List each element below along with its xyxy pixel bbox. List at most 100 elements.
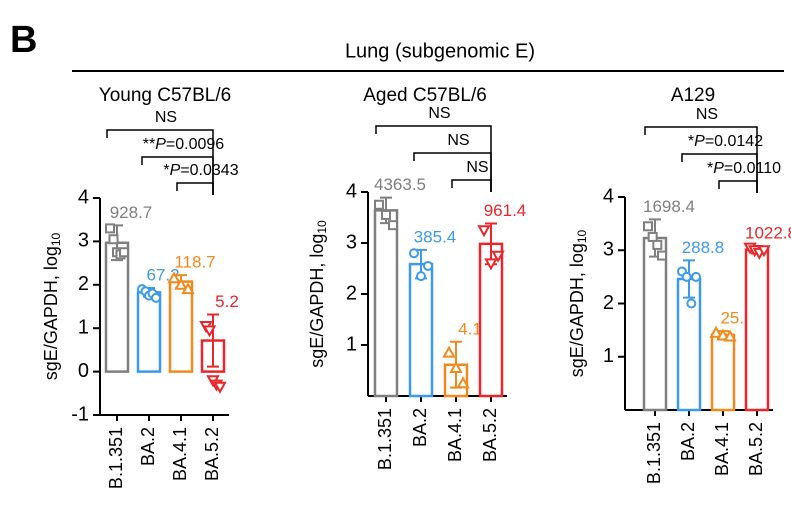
significance-italic: P — [694, 133, 705, 150]
significance-prefix: NS — [466, 159, 488, 176]
y-axis-label: sgE/GAPDH, log10 — [567, 229, 589, 377]
point — [105, 223, 115, 234]
x-tick-label: BA.2 — [138, 427, 158, 466]
y-tick-label: 1 — [603, 345, 614, 367]
y-axis-label-sub: 10 — [315, 220, 329, 234]
significance-italic: P — [155, 136, 166, 153]
y-tick-label: 3 — [78, 230, 89, 252]
point — [423, 260, 433, 271]
y-tick-label: 2 — [346, 282, 357, 304]
significance-label: NS — [466, 159, 488, 176]
value-label: 385.4 — [414, 227, 457, 246]
significance-bracket — [141, 156, 214, 195]
point — [151, 292, 161, 303]
y-tick-label: 0 — [78, 360, 89, 382]
significance-label: NS — [447, 132, 469, 149]
y-tick-label: -1 — [71, 403, 89, 425]
y-axis-label-text: sgE/GAPDH, log — [567, 243, 587, 377]
panel-label: B — [10, 19, 37, 61]
significance-label: **P=0.0096 — [143, 136, 225, 153]
x-tick-label: BA.4.1 — [445, 408, 465, 462]
significance-bracket — [681, 153, 758, 193]
point — [723, 329, 737, 342]
point — [202, 325, 217, 338]
point — [388, 220, 398, 231]
significance-label: *P=0.0142 — [688, 133, 763, 150]
point — [416, 271, 426, 282]
y-tick-label: 1 — [78, 316, 89, 338]
y-tick-label: 3 — [603, 239, 614, 261]
point — [449, 360, 463, 373]
significance-prefix: NS — [696, 106, 718, 123]
bar — [676, 277, 702, 412]
significance-bracket — [413, 152, 492, 192]
y-tick-label: 4 — [603, 185, 614, 207]
value-label: 4363.5 — [374, 175, 426, 194]
value-label: 5.2 — [215, 292, 239, 311]
y-tick-label: 4 — [78, 186, 89, 208]
point — [167, 271, 181, 284]
bar — [136, 291, 162, 373]
bar — [168, 280, 194, 373]
chart-title: A129 — [671, 85, 715, 106]
x-tick-label: BA.5.2 — [202, 427, 222, 481]
significance-suffix: =0.0142 — [705, 133, 763, 150]
significance-label: NS — [428, 105, 450, 122]
point — [491, 250, 505, 263]
x-tick-label: BA.2 — [410, 408, 430, 447]
significance-label: NS — [696, 106, 718, 123]
x-tick-label: B.1.351 — [644, 422, 664, 484]
significance-suffix: =0.0343 — [180, 162, 238, 179]
y-tick-label: 4 — [346, 180, 357, 202]
point — [686, 298, 697, 309]
point — [691, 271, 701, 282]
point — [681, 271, 692, 282]
significance-prefix: NS — [428, 105, 450, 122]
significance-label: *P=0.0343 — [163, 162, 238, 179]
bar — [408, 262, 434, 398]
header: Lung (subgenomic E) — [345, 40, 535, 62]
significance-suffix: =0.0110 — [724, 160, 781, 177]
point — [456, 376, 470, 389]
chart-title: Aged C57BL/6 — [363, 85, 487, 106]
point — [409, 248, 419, 259]
point — [657, 250, 667, 261]
point — [174, 277, 188, 290]
point — [757, 245, 771, 258]
value-label: 1022.8 — [745, 223, 791, 242]
value-label: 4.1 — [458, 319, 482, 338]
bar — [744, 248, 770, 412]
significance-bracket — [718, 180, 758, 193]
point — [381, 209, 391, 220]
point — [709, 325, 723, 338]
x-tick-label: BA.5.2 — [480, 408, 500, 462]
significance-prefix: NS — [447, 132, 469, 149]
value-label: 1698.4 — [643, 197, 695, 216]
y-axis-label-text: sgE/GAPDH, log — [41, 246, 61, 380]
significance-prefix: ** — [143, 136, 155, 153]
value-label: 961.4 — [484, 201, 527, 220]
point — [716, 328, 730, 341]
y-axis-label-text: sgE/GAPDH, log — [307, 234, 327, 368]
significance-label: NS — [155, 109, 177, 126]
bar — [642, 236, 668, 412]
significance-prefix: * — [707, 160, 713, 177]
point — [181, 282, 195, 295]
chart-title: Young C57BL/6 — [99, 85, 231, 106]
y-tick-label: 3 — [346, 231, 357, 253]
significance-prefix: NS — [155, 109, 177, 126]
y-axis-label: sgE/GAPDH, log10 — [41, 232, 63, 380]
y-tick-label: 2 — [78, 273, 89, 295]
point — [643, 221, 653, 232]
x-tick-label: BA.4.1 — [712, 422, 732, 476]
y-axis-label: sgE/GAPDH, log10 — [307, 220, 329, 368]
point — [213, 381, 227, 394]
x-tick-label: BA.2 — [678, 422, 698, 461]
significance-prefix: * — [163, 162, 169, 179]
point — [108, 234, 119, 245]
bar — [710, 333, 736, 412]
value-label: 288.8 — [682, 238, 725, 257]
y-tick-label: 1 — [346, 333, 357, 355]
bar — [373, 209, 399, 398]
